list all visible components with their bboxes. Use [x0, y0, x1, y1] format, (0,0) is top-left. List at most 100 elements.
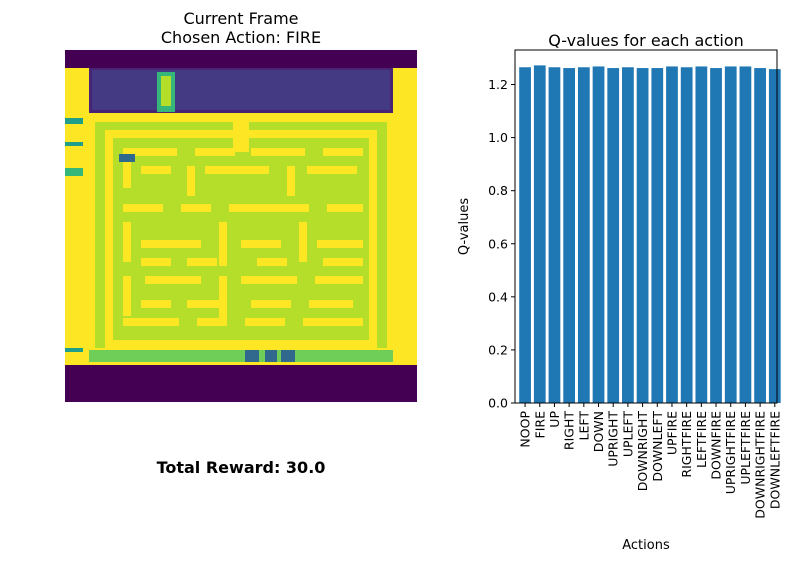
enemy-sprite: [119, 154, 135, 162]
maze-wall: [123, 318, 179, 326]
chart-title: Q-values for each action: [548, 31, 744, 50]
game-frame-image: [65, 50, 417, 402]
x-axis-ticks: NOOP FIRE UP RIGHT LEFT DOWN UPRIGHT UPLEFT DOWN…: [518, 403, 782, 519]
player-sprite-highlight: [161, 76, 171, 106]
maze-wall: [241, 240, 281, 248]
maze-wall: [187, 166, 195, 196]
maze-wall: [205, 166, 269, 174]
x-tick-label-down: DOWN: [591, 411, 606, 452]
maze-wall: [229, 204, 309, 212]
maze-wall: [219, 222, 227, 266]
bar-noop: [519, 67, 531, 403]
lives-marker: [65, 168, 83, 176]
enemy-sprite: [265, 350, 277, 362]
maze-wall: [251, 300, 291, 308]
maze-wall: [187, 300, 227, 308]
maze-wall: [241, 276, 297, 284]
maze-wall: [315, 276, 363, 284]
maze-wall: [327, 204, 363, 212]
x-tick-label-uprightfire: UPRIGHTFIRE: [723, 411, 738, 494]
maze-wall: [195, 148, 235, 156]
x-tick-label-upleft: UPLEFT: [620, 411, 635, 458]
maze-wall: [141, 258, 171, 266]
bar-downright: [636, 68, 649, 403]
maze-wall: [251, 148, 305, 156]
bar-downleftfire: [768, 69, 781, 403]
maze-wall: [219, 276, 227, 320]
lives-marker: [65, 118, 83, 124]
y-tick-label: 0.0: [488, 396, 508, 411]
bar-uprightfire: [724, 66, 737, 404]
x-tick-label-leftfire: LEFTFIRE: [694, 411, 709, 468]
maze-wall: [181, 204, 211, 212]
x-tick-label-left: LEFT: [576, 411, 591, 441]
lives-marker: [65, 348, 83, 352]
maze-wall: [123, 204, 163, 212]
maze-wall: [299, 222, 307, 262]
y-tick-label: 0.6: [488, 236, 508, 251]
y-tick-label: 0.2: [488, 342, 508, 357]
x-tick-label-downfire: DOWNFIRE: [709, 411, 724, 480]
bar-upright: [607, 68, 620, 403]
x-tick-label-downrightfire: DOWNRIGHTFIRE: [753, 411, 768, 519]
bar-down: [592, 66, 605, 404]
bar-leftfire: [695, 66, 708, 404]
maze-wall: [245, 318, 285, 326]
maze-wall: [233, 122, 249, 152]
frame-title-line2: Chosen Action: FIRE: [160, 28, 322, 47]
x-tick-label-upleftfire: UPLEFTFIRE: [738, 411, 753, 485]
y-axis-label: Q-values: [457, 198, 472, 255]
maze-wall: [123, 276, 131, 316]
maze-wall: [123, 148, 177, 156]
y-axis-ticks: 0.0 0.2 0.4 0.6 0.8 1.0 1.2: [488, 77, 515, 411]
bar-rightfire: [680, 67, 693, 403]
bar-up: [548, 67, 561, 403]
maze-wall: [141, 300, 171, 308]
bar-downfire: [710, 68, 722, 403]
bar-upleft: [622, 67, 634, 403]
maze-wall: [287, 166, 295, 196]
bar-downrightfire: [754, 68, 766, 403]
maze-wall: [323, 258, 363, 266]
bar-upfire: [666, 66, 678, 404]
maze-wall: [123, 222, 131, 262]
x-tick-label-upfire: UPFIRE: [664, 411, 679, 455]
enemy-sprite: [281, 350, 295, 362]
maze-wall: [187, 258, 217, 266]
y-tick-label: 0.8: [488, 183, 508, 198]
top-status-inner: [92, 70, 390, 110]
x-tick-label-fire: FIRE: [532, 411, 547, 439]
maze-wall: [197, 318, 227, 326]
frame-title-line1: Current Frame: [183, 9, 299, 28]
x-tick-label-up: UP: [547, 411, 562, 428]
maze-wall: [257, 258, 287, 266]
bar-fire: [533, 65, 546, 403]
y-tick-label: 0.4: [488, 289, 508, 304]
bars-group: [519, 65, 781, 404]
enemy-sprite: [245, 350, 259, 362]
bar-upleftfire: [739, 66, 752, 404]
maze-wall: [141, 166, 171, 174]
maze-wall: [123, 148, 131, 188]
lives-marker: [65, 142, 83, 146]
x-tick-label-noop: NOOP: [518, 411, 533, 448]
maze-wall: [369, 130, 377, 348]
plot-area-frame: [514, 49, 778, 404]
maze-wall: [105, 340, 377, 348]
total-reward-label: Total Reward: 30.0: [156, 458, 326, 477]
frame-title: Current Frame Chosen Action: FIRE: [65, 9, 417, 47]
maze-wall: [309, 300, 353, 308]
x-tick-label-downright: DOWNRIGHT: [635, 411, 650, 492]
maze-wall: [303, 318, 363, 326]
y-tick-label: 1.0: [488, 130, 508, 145]
maze-floor: [95, 122, 387, 348]
x-tick-label-right: RIGHT: [562, 411, 577, 450]
maze-wall: [105, 130, 113, 348]
maze-wall: [141, 240, 201, 248]
maze-wall: [317, 240, 363, 248]
maze-wall: [323, 148, 363, 156]
y-tick-label: 1.2: [488, 77, 508, 92]
bar-right: [563, 68, 576, 403]
x-tick-label-downleftfire: DOWNLEFTFIRE: [767, 411, 782, 509]
